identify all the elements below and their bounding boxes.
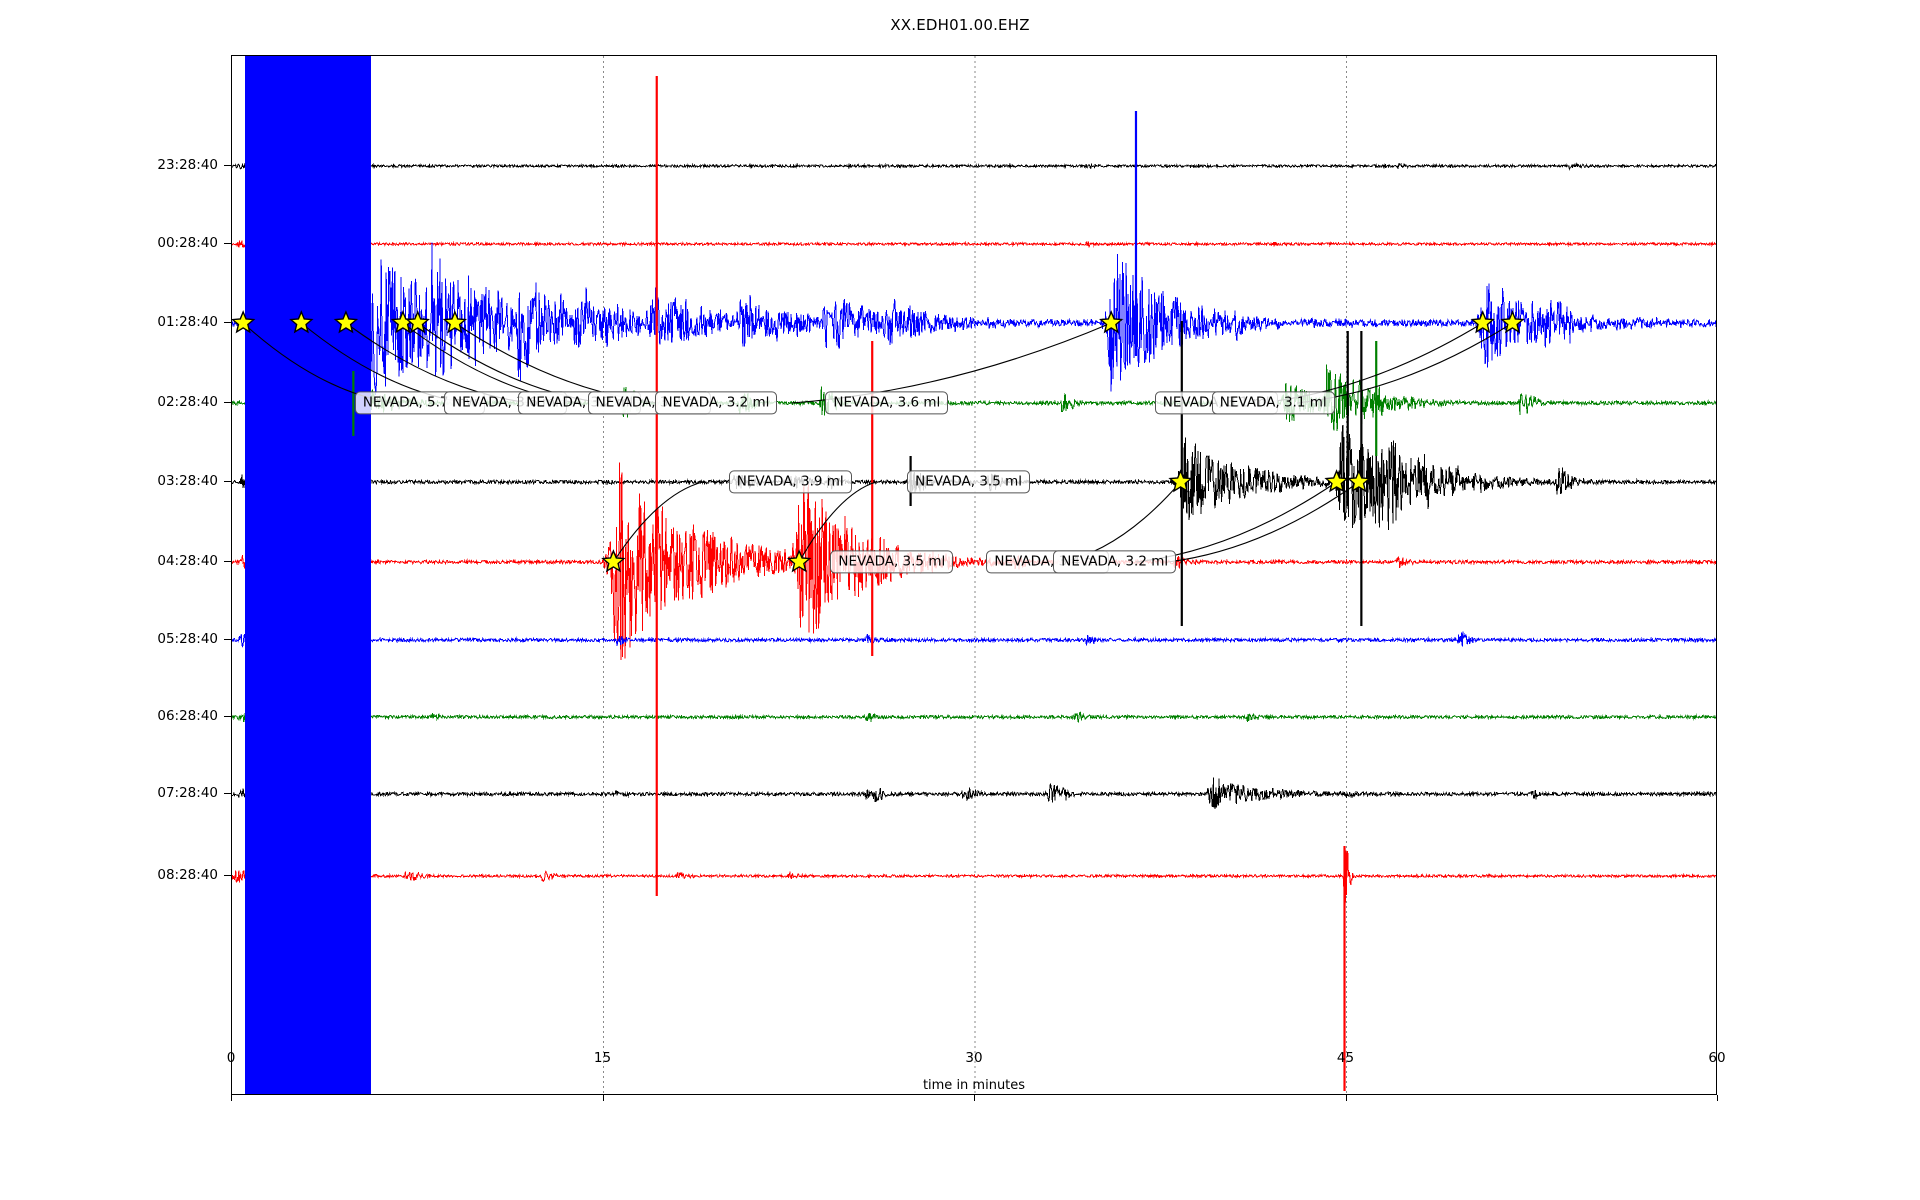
x-axis-label: time in minutes <box>922 1078 1026 1093</box>
pick-star-6 <box>1099 310 1124 334</box>
event-label-10: NEVADA, 3.5 ml <box>830 550 954 574</box>
y-tick-mark-2 <box>224 322 231 324</box>
event-label-5: NEVADA, 3.6 ml <box>825 391 949 415</box>
pick-star-4 <box>405 310 430 334</box>
y-tick-mark-7 <box>224 716 231 718</box>
pick-star-2 <box>333 310 359 334</box>
y-tick-mark-5 <box>224 561 231 563</box>
x-tick-label-4: 60 <box>1708 1050 1726 1066</box>
y-tick-label-8: 07:28:40 <box>157 785 218 801</box>
pick-star-1 <box>289 310 314 334</box>
x-tick-label-0: 0 <box>226 1050 236 1066</box>
pick-star-0 <box>232 310 256 334</box>
event-label-9: NEVADA, 3.5 ml <box>907 470 1030 494</box>
y-tick-mark-8 <box>224 793 231 795</box>
pick-star-8 <box>1500 310 1525 334</box>
x-tick-mark-3 <box>1345 1095 1347 1101</box>
event-label-text: NEVADA, 3.5 ml <box>838 553 946 570</box>
marker-overlay <box>232 310 1525 573</box>
y-tick-mark-9 <box>224 875 231 877</box>
event-label-4: NEVADA, 3.2 ml <box>654 391 778 415</box>
pick-star-11 <box>1346 469 1372 493</box>
x-tick-mark-1 <box>602 1095 604 1101</box>
x-tick-mark-2 <box>974 1095 976 1101</box>
y-tick-mark-1 <box>224 243 231 245</box>
y-tick-label-4: 03:28:40 <box>157 473 218 489</box>
y-tick-mark-3 <box>224 402 231 404</box>
y-tick-label-0: 23:28:40 <box>157 157 218 173</box>
figure-title: XX.EDH01.00.EHZ <box>890 16 1030 34</box>
pick-star-12 <box>601 549 626 573</box>
event-label-text: NEVADA, 3.2 ml <box>1061 553 1169 570</box>
event-label-text: NEVADA, 3.9 ml <box>736 473 844 490</box>
y-tick-label-3: 02:28:40 <box>157 394 218 410</box>
trace-canvas <box>232 56 1716 1094</box>
x-tick-mark-0 <box>231 1095 233 1101</box>
x-tick-label-1: 15 <box>593 1050 612 1066</box>
y-tick-label-7: 06:28:40 <box>157 708 218 724</box>
event-label-12: NEVADA, 3.2 ml <box>1053 550 1177 574</box>
pick-star-5 <box>442 310 468 334</box>
plot-area <box>231 55 1717 1095</box>
pick-star-7 <box>1470 310 1495 334</box>
x-tick-label-3: 45 <box>1336 1050 1355 1066</box>
y-tick-label-5: 04:28:40 <box>157 553 218 569</box>
y-tick-label-2: 01:28:40 <box>157 314 218 330</box>
y-tick-label-6: 05:28:40 <box>157 631 218 647</box>
pick-star-13 <box>786 549 812 573</box>
y-tick-mark-0 <box>224 165 231 167</box>
y-tick-mark-4 <box>224 481 231 483</box>
x-tick-label-2: 30 <box>965 1050 983 1066</box>
event-label-text: NEVADA, 3.5 ml <box>915 473 1022 490</box>
event-label-text: NEVADA, 3.2 ml <box>662 394 770 411</box>
x-tick-mark-4 <box>1717 1095 1719 1101</box>
event-label-8: NEVADA, 3.9 ml <box>728 470 852 494</box>
y-tick-mark-6 <box>224 639 231 641</box>
pick-star-10 <box>1324 469 1349 493</box>
event-label-7: NEVADA, 3.1 ml <box>1211 391 1335 415</box>
event-label-text: NEVADA, 3.6 ml <box>833 394 941 411</box>
y-tick-label-1: 00:28:40 <box>157 235 218 251</box>
pick-star-9 <box>1168 469 1193 493</box>
event-label-text: NEVADA, 3.1 ml <box>1219 394 1327 411</box>
y-tick-label-9: 08:28:40 <box>157 867 218 883</box>
